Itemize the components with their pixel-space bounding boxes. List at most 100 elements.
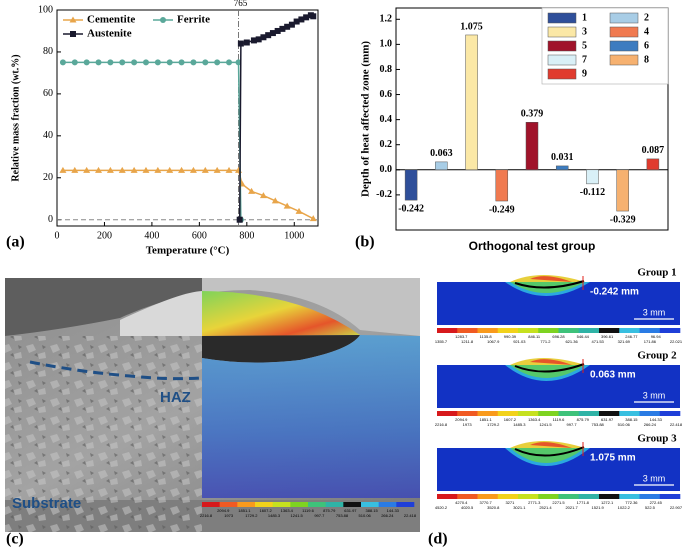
marker [265,32,272,39]
scale-label: 3 mm [643,307,666,317]
colorbar-label: 171.86 [644,339,657,344]
colorbar-segment [518,411,539,416]
y-tick-label: 1.2 [380,14,393,25]
colorbar-segment [558,494,580,499]
colorbar-label: 997.7 [567,422,578,427]
colorbar-label: 771.2 [540,339,551,344]
colorbar-label: 921.03 [513,339,526,344]
colorbar-label: 1973 [224,513,234,518]
colorbar-label: 1485.3 [268,513,281,518]
legend-swatch [547,40,577,52]
scale-label: 3 mm [643,473,666,483]
marker [142,166,150,173]
colorbar-label: 875.79 [323,508,336,513]
colorbar-label: 4520.2 [435,505,448,510]
colorbar-label: 1607.2 [259,508,272,513]
legend-label: 1 [582,12,587,23]
legend-swatch [609,12,639,24]
x-tick-label: 200 [97,230,112,241]
y-tick-label: 20 [43,172,53,183]
depth-label: -0.242 mm [590,287,639,298]
colorbar-label: 396.61 [601,334,614,339]
marker [269,30,276,37]
colorbar-segment [237,502,256,507]
legend-label: 9 [582,68,587,79]
colorbar-label: 2271.5 [552,500,565,505]
colorbar-label: 246.77 [625,334,638,339]
legend-label: Ferrite [177,14,210,26]
marker [225,166,233,173]
legend-marker [69,16,77,23]
colorbar-label: 3021.1 [513,505,526,510]
marker [154,166,162,173]
y-tick-label: 0.8 [380,64,393,75]
marker [214,59,221,66]
colorbar-label: 3271 [505,500,515,505]
colorbar-label: 2094.9 [455,417,468,422]
colorbar-segment [639,411,661,416]
colorbar-label: 266.24 [381,513,394,518]
marker [309,215,317,222]
group-title: Group 1 [637,267,676,279]
colorbar-segment [659,328,681,333]
legend-label: 6 [644,40,649,51]
haz-label: HAZ [160,389,191,406]
colorbar-label: 1355.7 [435,339,448,344]
value-label: 0.031 [551,152,574,163]
bar [616,169,629,212]
colorbar-label: 1363.4 [528,417,541,422]
colorbar-segment [538,494,559,499]
colorbar-segment [619,411,640,416]
colorbar-segment [202,502,220,507]
y-tick-label: 0.0 [380,164,393,175]
overlay-clad [202,291,360,336]
value-label: 1.075 [460,21,483,32]
marker [201,166,209,173]
marker [255,36,262,43]
marker [142,59,149,66]
legend-swatch [547,54,577,66]
marker [284,23,291,30]
colorbar-segment [457,494,478,499]
group-title: Group 2 [637,350,677,362]
colorbar-label: 997.7 [314,513,325,518]
colorbar-label: 1729.2 [245,513,258,518]
colorbar-segment [538,411,559,416]
depth-label: 1.075 mm [590,453,636,464]
colorbar-label: 1211.8 [461,339,474,344]
colorbar-label: 4270.4 [455,500,468,505]
colorbar-label: 1607.2 [504,417,517,422]
marker [166,59,173,66]
y-tick-label: 0.6 [380,89,393,100]
colorbar-segment [325,502,344,507]
legend-marker [70,31,76,37]
overlay-substrate [202,335,420,498]
colorbar-label: 2021.7 [565,505,578,510]
colorbar-label: 144.33 [650,417,663,422]
marker [83,59,90,66]
heat-band [514,363,585,373]
value-label: 0.379 [521,109,544,120]
y-tick-label: 0.4 [380,114,393,125]
colorbar-segment [639,494,661,499]
colorbar-label: 22.418 [670,422,683,427]
legend-label: 7 [582,54,587,65]
marker [83,166,91,173]
bar [465,34,478,171]
panel-label: (d) [428,531,448,548]
marker [166,166,174,173]
colorbar-label: 2771.3 [528,500,541,505]
colorbar-segment [437,494,458,499]
clad-hot [530,359,572,365]
colorbar-segment [558,328,580,333]
colorbar-segment [361,502,379,507]
group-title: Group 3 [637,433,677,445]
series-line [238,14,314,220]
colorbar-segment [599,328,620,333]
colorbar-label: 1272.1 [601,500,614,505]
bar [525,122,539,171]
marker [190,59,197,66]
colorbar-segment [477,328,499,333]
colorbar-label: 2216.8 [435,422,448,427]
colorbar-label: 1851.1 [238,508,251,513]
